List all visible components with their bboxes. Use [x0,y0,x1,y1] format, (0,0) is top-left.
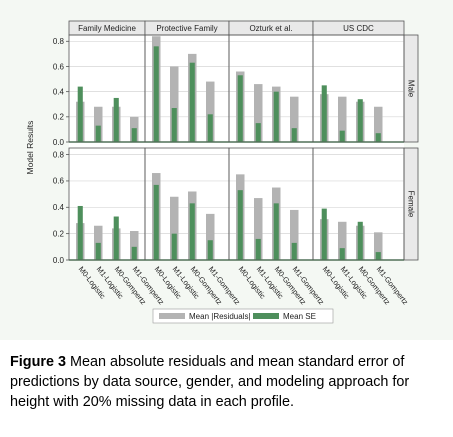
bar-se [171,233,177,260]
legend-box [152,308,334,324]
bar-se [237,190,243,260]
bar-se [207,114,213,142]
bar-se [237,75,243,142]
bar-se [273,203,279,260]
legend-label-se: Mean SE [283,312,316,321]
bar-se [77,205,83,260]
facet-label-column: Family Medicine [78,24,136,33]
bar-se [95,125,101,142]
bar-se [171,108,177,142]
facet-label-column: US CDC [343,24,374,33]
legend-swatch-residuals [159,313,185,319]
bar-se [113,216,119,260]
bar-residuals [338,221,347,260]
bar-se [131,246,137,260]
bar-residuals [254,198,263,260]
bar-residuals [206,81,215,142]
bar-se [255,123,261,142]
bar-se [189,62,195,142]
y-tick-label: 0.2 [53,113,65,122]
y-tick-label: 0.8 [53,150,65,159]
figure-caption: Figure 3 Mean absolute residuals and mea… [10,352,446,412]
bar-se [375,252,381,260]
bar-se [189,203,195,260]
bar-residuals [206,213,215,260]
bar-se [321,85,327,142]
bar-se [291,242,297,260]
bar-residuals [290,96,299,142]
bar-se [357,221,363,260]
y-axis-label: Model Results [25,121,35,175]
bar-se [95,242,101,260]
y-tick-label: 0.0 [53,138,65,147]
bar-se [255,238,261,260]
bar-residuals [170,66,179,142]
y-tick-label: 0.6 [53,177,65,186]
legend-label-residuals: Mean |Residuals| [189,312,251,321]
bar-residuals [290,209,299,260]
faceted-bar-chart: Family Medicine Protective Family Ozturk e… [25,20,419,324]
bar-se [153,184,159,260]
bar-residuals [374,232,383,260]
bar-se [339,130,345,142]
bar-se [273,91,279,142]
bar-se [131,128,137,142]
bar-se [357,99,363,142]
y-tick-label: 0.4 [53,203,65,212]
bar-residuals [254,84,263,142]
facet-label-row: Male [407,80,416,98]
facet-label-column: Ozturk et al. [249,24,292,33]
panel-border [312,147,405,261]
bar-se [291,128,297,142]
caption-text: Mean absolute residuals and mean standar… [10,354,410,410]
figure-chart: Family Medicine Protective Family Ozturk e… [0,0,453,340]
bar-se [153,46,159,143]
y-tick-label: 0.2 [53,229,65,238]
facet-label-column: Protective Family [156,24,217,33]
panel-border [312,34,405,143]
bar-residuals [130,231,139,260]
caption-label: Figure 3 [10,354,66,370]
bar-residuals [94,106,103,142]
bar-se [339,248,345,260]
bar-se [77,86,83,142]
facet-label-row: Female [407,191,416,218]
y-tick-label: 0.0 [53,256,65,265]
bar-se [207,240,213,260]
bar-se [321,208,327,260]
bar-se [113,97,119,142]
bar-residuals [170,196,179,260]
y-tick-label: 0.8 [53,37,65,46]
bar-residuals [374,106,383,142]
y-tick-label: 0.4 [53,87,65,96]
bar-se [375,133,381,142]
legend-swatch-se [253,313,279,319]
bar-residuals [338,96,347,142]
y-tick-label: 0.6 [53,62,65,71]
